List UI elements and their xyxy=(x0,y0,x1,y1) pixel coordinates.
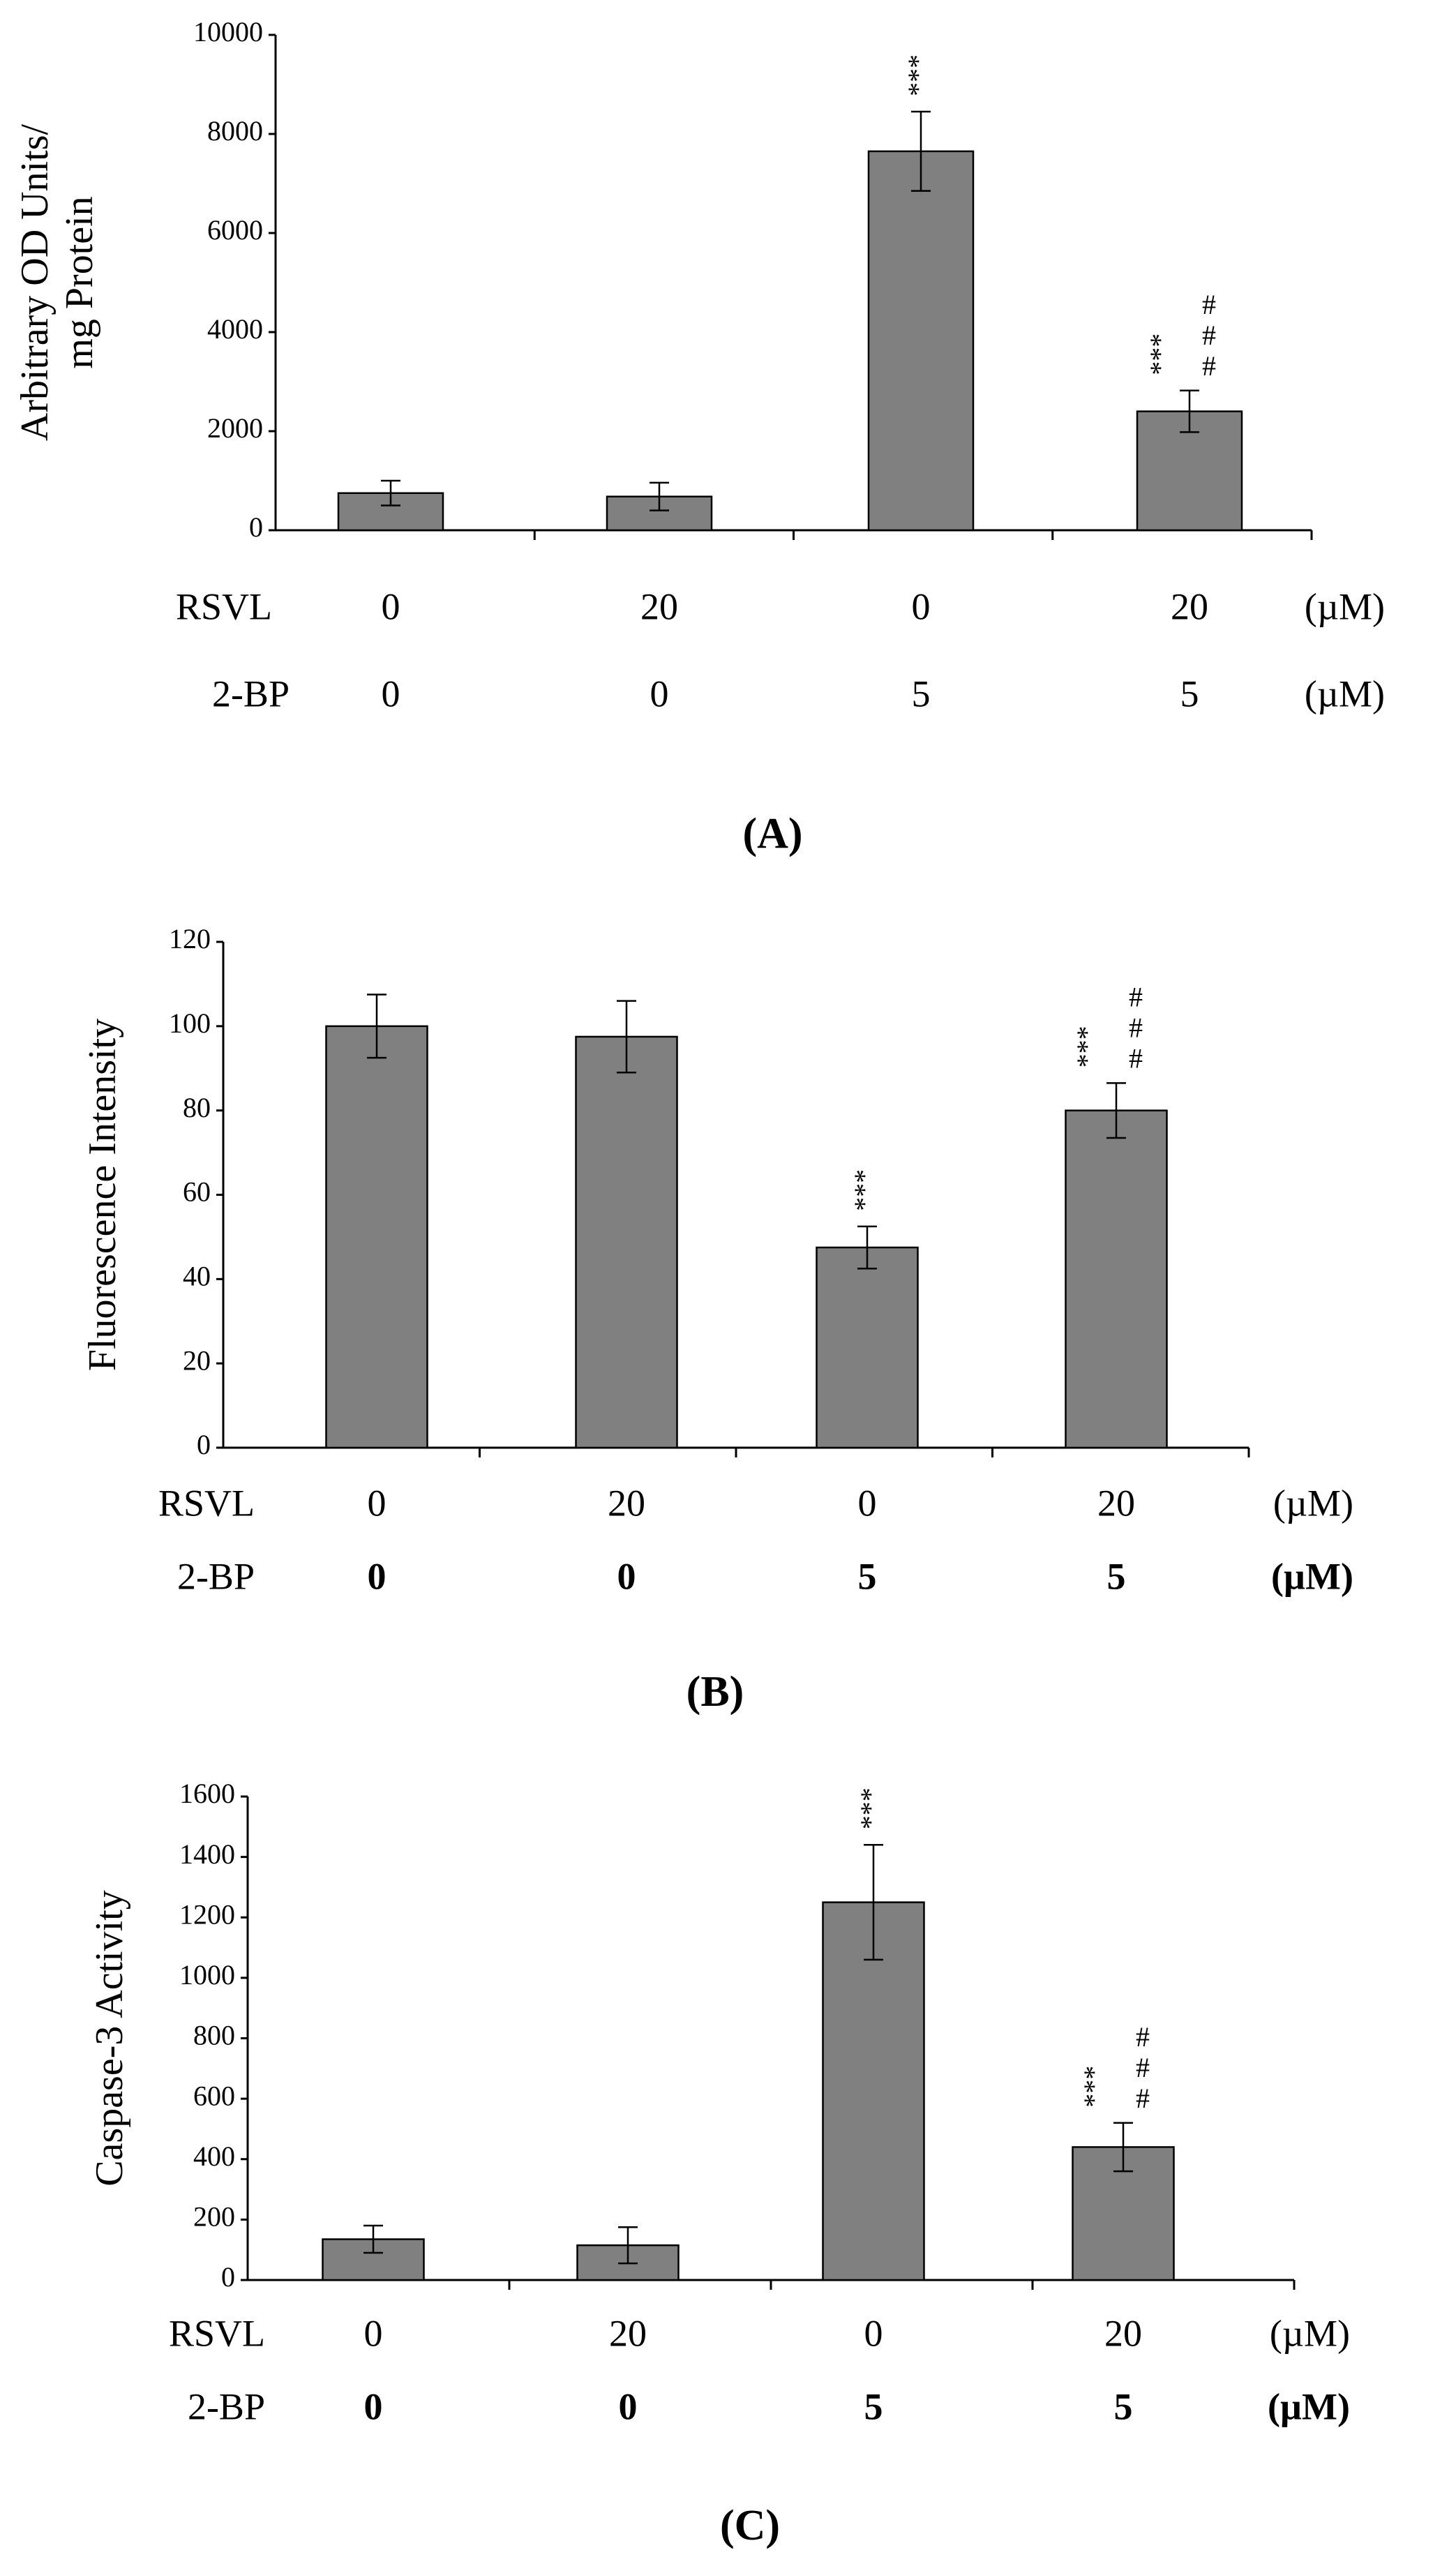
condition-unit: (µM) xyxy=(1305,585,1385,627)
y-tick-label: 800 xyxy=(193,2020,235,2051)
condition-value: 5 xyxy=(1107,1555,1126,1597)
significance-hash: # xyxy=(1136,2083,1150,2114)
y-tick-label: 200 xyxy=(193,2201,235,2233)
condition-value: 0 xyxy=(364,2312,383,2354)
significance-hash: # xyxy=(1129,1042,1143,1074)
y-tick-label: 20 xyxy=(183,1344,211,1376)
condition-value: 0 xyxy=(368,1482,386,1524)
y-tick-label: 60 xyxy=(183,1176,211,1208)
condition-value: 20 xyxy=(609,2312,647,2354)
y-axis-label-line: Caspase-3 Activity xyxy=(88,1890,131,2187)
condition-name: RSVL xyxy=(169,2312,265,2354)
condition-value: 0 xyxy=(619,2385,638,2427)
significance-hash: # xyxy=(1136,2021,1150,2053)
condition-value: 0 xyxy=(617,1555,636,1597)
condition-value: 0 xyxy=(858,1482,877,1524)
panel-label: (C) xyxy=(720,2502,780,2549)
bar xyxy=(822,1901,925,2281)
significance-hash: # xyxy=(1202,350,1216,382)
significance-hash: # xyxy=(1129,1012,1143,1043)
significance-hash: # xyxy=(1202,289,1216,320)
significance-stars: *** xyxy=(1071,1026,1102,1067)
bar xyxy=(575,1035,678,1449)
y-tick-label: 8000 xyxy=(207,115,263,147)
significance-stars: *** xyxy=(1144,333,1176,375)
bar xyxy=(867,150,975,532)
y-axis-label-line: Arbitrary OD Units/ xyxy=(13,123,57,441)
condition-unit: (µM) xyxy=(1271,1555,1353,1597)
y-axis-label-line: mg Protein xyxy=(58,196,101,368)
significance-hash: # xyxy=(1202,320,1216,351)
y-axis-label-line: Fluorescence Intensity xyxy=(81,1019,124,1371)
condition-name: 2-BP xyxy=(212,673,290,714)
condition-value: 0 xyxy=(912,585,931,627)
panel-label: (A) xyxy=(742,810,802,857)
panel-label: (B) xyxy=(686,1668,744,1716)
y-tick-label: 6000 xyxy=(207,214,263,246)
y-axis-label: Caspase-3 Activity xyxy=(88,1890,131,2187)
condition-unit: (µM) xyxy=(1270,2312,1350,2354)
condition-value: 0 xyxy=(368,1555,386,1597)
condition-value: 20 xyxy=(1097,1482,1135,1524)
condition-name: RSVL xyxy=(176,585,272,627)
condition-value: 0 xyxy=(364,2385,383,2427)
y-tick-label: 4000 xyxy=(207,313,263,345)
y-tick-label: 400 xyxy=(193,2140,235,2172)
significance-stars: *** xyxy=(848,1169,880,1211)
condition-value: 0 xyxy=(650,673,669,714)
condition-unit: (µM) xyxy=(1273,1482,1353,1524)
y-tick-label: 1000 xyxy=(179,1959,235,1990)
y-tick-label: 1200 xyxy=(179,1898,235,1930)
condition-value: 0 xyxy=(382,585,400,627)
y-tick-label: 600 xyxy=(193,2080,235,2111)
y-tick-label: 10000 xyxy=(193,16,263,47)
y-tick-label: 1600 xyxy=(179,1778,235,1809)
significance-hash: # xyxy=(1136,2052,1150,2083)
condition-value: 20 xyxy=(640,585,678,627)
condition-value: 20 xyxy=(1104,2312,1142,2354)
condition-value: 20 xyxy=(608,1482,645,1524)
y-tick-label: 0 xyxy=(197,1429,211,1460)
chart-panel: 0 20 40 60 80 100 120 Fluorescence Intensity ***… xyxy=(81,923,1353,1716)
significance-hash: # xyxy=(1129,981,1143,1012)
condition-name: 2-BP xyxy=(177,1555,255,1597)
condition-value: 5 xyxy=(1180,673,1199,714)
y-tick-label: 40 xyxy=(183,1261,211,1292)
condition-unit: (µM) xyxy=(1268,2385,1350,2427)
condition-value: 20 xyxy=(1171,585,1208,627)
condition-name: RSVL xyxy=(158,1482,255,1524)
condition-value: 5 xyxy=(1114,2385,1133,2427)
y-axis-label: Arbitrary OD Units/mg Protein xyxy=(13,123,101,441)
condition-value: 0 xyxy=(864,2312,883,2354)
condition-unit: (µM) xyxy=(1305,673,1385,714)
condition-name: 2-BP xyxy=(188,2385,265,2427)
y-tick-label: 100 xyxy=(169,1007,211,1039)
condition-value: 5 xyxy=(858,1555,877,1597)
y-tick-label: 80 xyxy=(183,1092,211,1123)
bar xyxy=(1065,1109,1168,1449)
y-axis-label: Fluorescence Intensity xyxy=(81,1019,124,1371)
y-tick-label: 1400 xyxy=(179,1838,235,1870)
y-tick-label: 0 xyxy=(221,2261,235,2293)
bar xyxy=(325,1025,428,1449)
significance-stars: *** xyxy=(902,54,933,96)
condition-value: 5 xyxy=(864,2385,883,2427)
significance-stars: *** xyxy=(1078,2066,1109,2108)
bar xyxy=(816,1246,919,1449)
y-tick-label: 0 xyxy=(249,511,263,543)
condition-value: 5 xyxy=(912,673,931,714)
significance-stars: *** xyxy=(855,1787,886,1829)
y-tick-label: 2000 xyxy=(207,412,263,444)
condition-value: 0 xyxy=(382,673,400,714)
y-tick-label: 120 xyxy=(169,923,211,954)
